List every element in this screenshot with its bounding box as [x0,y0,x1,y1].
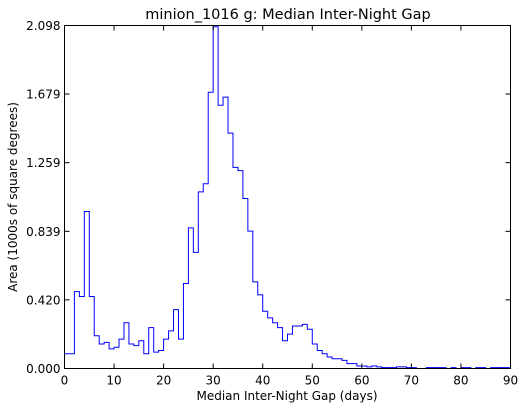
y-tick-label-4: 1.679 [26,88,60,102]
x-tick-label-9: 90 [503,374,518,388]
x-tick-label-4: 40 [255,374,270,388]
x-axis: 0 10 20 30 40 50 60 70 80 90 [61,25,518,388]
x-tick-label-8: 80 [453,374,468,388]
y-tick-label-1: 0.420 [26,293,60,307]
x-tick-label-1: 10 [106,374,121,388]
y-tick-label-2: 0.839 [26,225,60,239]
y-tick-label-3: 1.259 [26,156,60,170]
x-tick-label-5: 50 [305,374,320,388]
axes-frame [64,25,511,369]
x-tick-label-6: 60 [354,374,369,388]
x-axis-label: Median Inter-Night Gap (days) [196,389,377,403]
x-tick-label-2: 20 [156,374,171,388]
x-tick-label-3: 30 [206,374,221,388]
y-tick-label-5: 2.098 [26,19,60,33]
y-axis-label: Area (1000s of square degrees) [6,102,20,292]
x-tick-label-0: 0 [61,374,69,388]
y-tick-label-0: 0.000 [26,362,60,376]
y-axis: 0.000 0.420 0.839 1.259 1.679 2.098 [26,19,511,376]
plot-area [64,26,511,369]
x-tick-label-7: 70 [404,374,419,388]
chart-title: minion_1016 g: Median Inter-Night Gap [145,7,430,23]
series-line-0 [64,26,511,369]
